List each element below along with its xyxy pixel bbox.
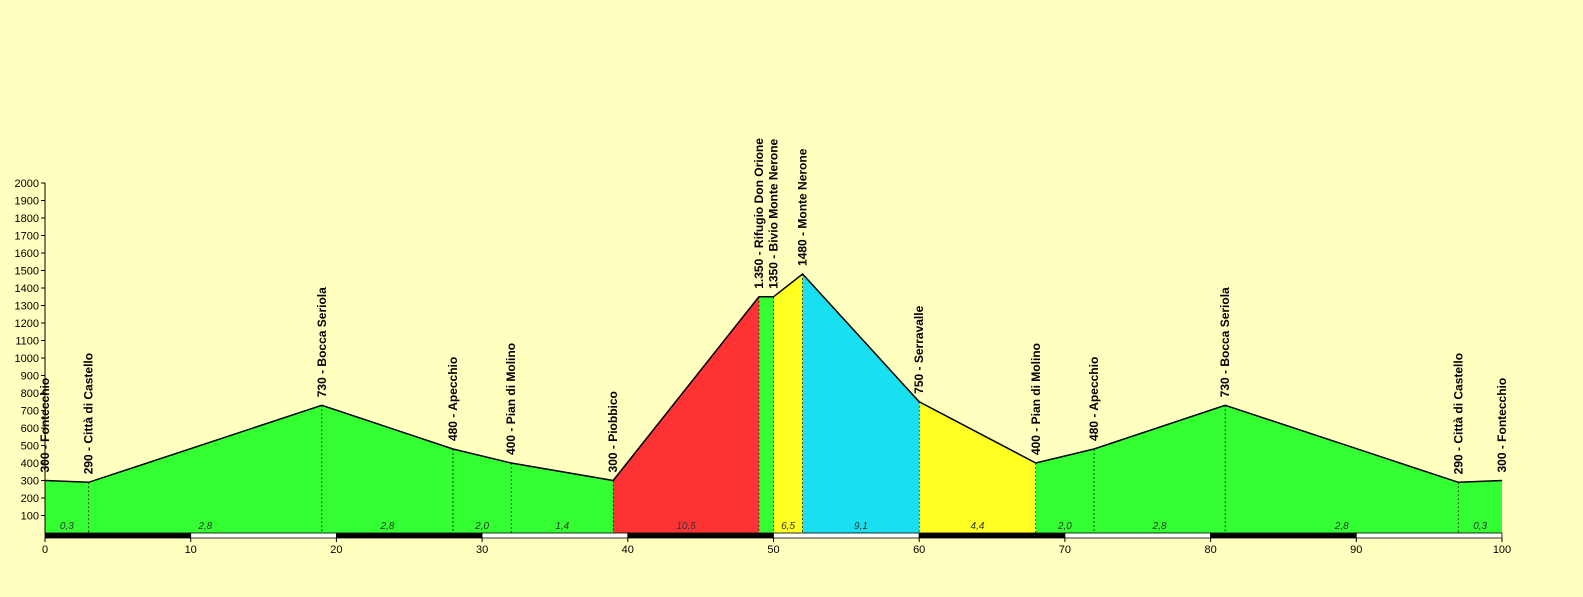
segment-grade-labels: 0,3 2,8 2,8 2,0 1,4 10,5 6,5 9,1 4,4 2,0 2,8 2,8 0,3 <box>60 521 1488 532</box>
y-tick-label-700: 700 <box>21 406 39 418</box>
waypoint-label-9: 750 - Serravalle <box>912 305 926 393</box>
scale-block-2 <box>335 532 483 539</box>
profile-segment-10 <box>1035 449 1094 533</box>
scale-block-5 <box>773 532 920 539</box>
waypoint-label-0: 300 - Fontecchio <box>38 378 52 473</box>
y-tick-label-900: 900 <box>21 371 39 383</box>
y-tick-label-200: 200 <box>21 493 39 505</box>
y-tick-label-100: 100 <box>21 511 39 523</box>
profile-segment-5 <box>613 296 759 533</box>
waypoint-label-13: 290 - Città di Castello <box>1451 353 1465 474</box>
waypoint-label-5: 300 - Piobbico <box>606 391 620 472</box>
segment-grade-5: 10,5 <box>676 521 696 532</box>
profile-segment-9 <box>919 401 1036 533</box>
profile-outline-group <box>44 272 1503 484</box>
y-tick-label-1800: 1800 <box>15 213 39 225</box>
distance-scale-bar <box>44 532 1503 539</box>
profile-segment-11 <box>1094 405 1226 533</box>
profile-segment-0 <box>45 480 89 533</box>
segment-grade-0: 0,3 <box>60 521 74 532</box>
waypoint-label-7: 1350 - Bivio Monte Nerone <box>766 138 780 288</box>
segment-grade-12: 2,8 <box>1334 521 1349 532</box>
y-tick-label-800: 800 <box>21 388 39 400</box>
waypoint-label-2: 730 - Bocca Seriola <box>315 287 329 397</box>
scale-block-6 <box>918 532 1066 539</box>
segment-grade-3: 2,0 <box>474 521 489 532</box>
y-tick-label-1700: 1700 <box>15 231 39 243</box>
waypoint-label-12: 730 - Bocca Seriola <box>1218 287 1232 397</box>
y-tick-label-300: 300 <box>21 476 39 488</box>
scale-block-3 <box>481 532 629 539</box>
x-tick-label-90: 90 <box>1350 544 1362 556</box>
waypoint-labels: 300 - Fontecchio 290 - Città di Castello 7… <box>38 138 1509 475</box>
x-tick-label-20: 20 <box>330 544 342 556</box>
waypoint-label-1: 290 - Città di Castello <box>82 353 96 474</box>
profile-segment-13 <box>1458 480 1502 533</box>
y-tick-label-500: 500 <box>21 441 39 453</box>
profile-segments <box>45 274 1502 533</box>
segment-grade-9: 4,4 <box>971 521 985 532</box>
scale-block-7 <box>1064 532 1212 539</box>
waypoint-label-14: 300 - Fontecchio <box>1495 378 1509 473</box>
y-tick-label-1500: 1500 <box>15 266 39 278</box>
scale-block-0 <box>44 532 192 539</box>
y-tick-label-1400: 1400 <box>15 283 39 295</box>
y-tick-label-1900: 1900 <box>15 196 39 208</box>
profile-segment-3 <box>453 449 512 533</box>
profile-segment-2 <box>321 405 453 533</box>
segment-grade-1: 2,8 <box>197 521 212 532</box>
waypoint-label-10: 400 - Pian di Molino <box>1029 343 1043 455</box>
waypoint-label-11: 480 - Apecchio <box>1087 357 1101 441</box>
profile-segment-1 <box>88 405 322 533</box>
waypoint-label-6: 1.350 - Rifugio Don Orione <box>752 138 766 289</box>
x-tick-label-30: 30 <box>476 544 488 556</box>
scale-block-4 <box>627 532 774 539</box>
x-tick-label-60: 60 <box>913 544 925 556</box>
profile-segment-12 <box>1225 405 1459 533</box>
y-tick-label-2000: 2000 <box>15 178 39 190</box>
y-tick-label-1200: 1200 <box>15 318 39 330</box>
segment-grade-8: 9,1 <box>854 521 868 532</box>
segment-grade-10: 2,0 <box>1057 521 1072 532</box>
y-axis: 100 200 300 400 500 600 700 800 900 1000 1100 1200 1… <box>15 178 46 533</box>
waypoint-label-8: 1480 - Monte Nerone <box>796 148 810 266</box>
y-tick-label-1000: 1000 <box>15 353 39 365</box>
x-tick-label-50: 50 <box>767 544 779 556</box>
profile-segment-4 <box>511 463 614 533</box>
x-tick-label-100: 100 <box>1493 544 1511 556</box>
segment-grade-7: 6,5 <box>781 521 795 532</box>
x-tick-label-80: 80 <box>1204 544 1216 556</box>
waypoint-label-4: 400 - Pian di Molino <box>504 343 518 455</box>
y-tick-label-1100: 1100 <box>15 336 39 348</box>
segment-grade-2: 2,8 <box>379 521 394 532</box>
segment-grade-11: 2,8 <box>1152 521 1167 532</box>
segment-grade-4: 1,4 <box>555 521 569 532</box>
profile-segment-8 <box>802 274 920 533</box>
x-tick-label-0: 0 <box>42 544 48 556</box>
profile-segment-6 <box>758 296 774 533</box>
waypoint-label-3: 480 - Apecchio <box>446 357 460 441</box>
x-tick-label-40: 40 <box>622 544 634 556</box>
segment-grade-13: 0,3 <box>1473 521 1487 532</box>
scale-block-8 <box>1210 532 1357 539</box>
y-tick-label-1600: 1600 <box>15 248 39 260</box>
scale-block-1 <box>190 532 337 539</box>
y-tick-label-1300: 1300 <box>15 301 39 313</box>
x-axis: 0 10 20 30 40 50 60 70 80 90 100 <box>42 538 1511 556</box>
x-tick-label-10: 10 <box>185 544 197 556</box>
y-tick-label-400: 400 <box>21 458 39 470</box>
profile-segment-7 <box>773 274 803 533</box>
waypoint-dividers <box>88 274 1459 533</box>
x-tick-label-70: 70 <box>1059 544 1071 556</box>
y-tick-label-600: 600 <box>21 423 39 435</box>
profile-outline <box>44 272 1503 484</box>
scale-block-9 <box>1355 532 1503 539</box>
